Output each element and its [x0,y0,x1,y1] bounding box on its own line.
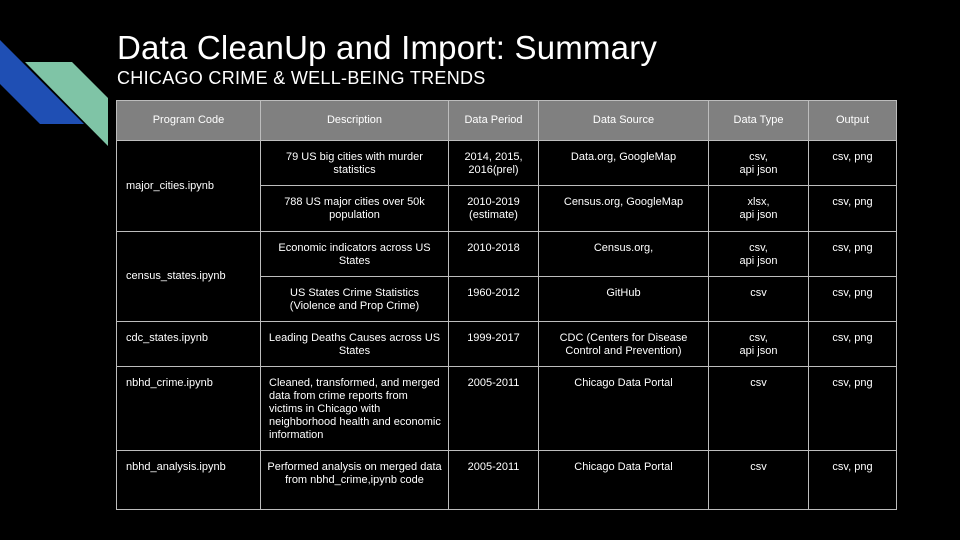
type-cell: xlsx, api json [708,185,809,232]
table-row: nbhd_analysis.ipynb Performed analysis o… [116,450,897,510]
output-cell: csv, png [808,276,897,322]
header-data-source: Data Source [538,100,709,141]
program-code-cell: nbhd_analysis.ipynb [116,450,261,510]
source-cell: Census.org, GoogleMap [538,185,709,232]
period-cell: 2010-2019 (estimate) [448,185,539,232]
program-code-cell: census_states.ipynb [116,231,261,322]
period-cell: 1999-2017 [448,321,539,367]
description-cell: 788 US major cities over 50k population [260,185,449,232]
table-row: nbhd_crime.ipynb Cleaned, transformed, a… [116,366,897,451]
description-cell: Cleaned, transformed, and merged data fr… [260,366,449,451]
header-data-period: Data Period [448,100,539,141]
blue-stripe [0,40,84,124]
table-header-row: Program Code Description Data Period Dat… [116,100,897,141]
program-code-cell: major_cities.ipynb [116,140,261,232]
header-description: Description [260,100,449,141]
period-cell: 2005-2011 [448,366,539,451]
green-stripe [25,62,108,146]
header-output: Output [808,100,897,141]
table-row: major_cities.ipynb 79 US big cities with… [116,140,897,232]
output-cell: csv, png [808,231,897,277]
output-cell: csv, png [808,366,897,451]
source-cell: GitHub [538,276,709,322]
header-data-type: Data Type [708,100,809,141]
source-cell: Census.org, [538,231,709,277]
table-row: US States Crime Statistics (Violence and… [117,276,897,322]
output-cell: csv, png [808,450,897,510]
type-cell: csv, api json [708,321,809,367]
description-cell: Economic indicators across US States [260,231,449,277]
table-row: census_states.ipynb Economic indicators … [116,231,897,322]
source-cell: Chicago Data Portal [538,366,709,451]
description-cell: Performed analysis on merged data from n… [260,450,449,510]
type-cell: csv, api json [708,140,809,186]
type-cell: csv, api json [708,231,809,277]
output-cell: csv, png [808,321,897,367]
slide-title: Data CleanUp and Import: Summary [117,29,658,66]
source-cell: Chicago Data Portal [538,450,709,510]
period-cell: 2010-2018 [448,231,539,277]
period-cell: 1960-2012 [448,276,539,322]
type-cell: csv [708,276,809,322]
output-cell: csv, png [808,140,897,186]
table-row: 788 US major cities over 50k population … [117,185,897,232]
description-cell: 79 US big cities with murder statistics [260,140,449,186]
source-cell: CDC (Centers for Disease Control and Pre… [538,321,709,367]
type-cell: csv [708,366,809,451]
slide-subtitle: CHICAGO CRIME & WELL-BEING TRENDS [117,68,486,88]
header-program-code: Program Code [116,100,261,141]
output-cell: csv, png [808,185,897,232]
period-cell: 2014, 2015, 2016(prel) [448,140,539,186]
source-cell: Data.org, GoogleMap [538,140,709,186]
program-code-cell: nbhd_crime.ipynb [116,366,261,451]
table-row: cdc_states.ipynb Leading Deaths Causes a… [116,321,897,367]
period-cell: 2005-2011 [448,450,539,510]
program-code-cell: cdc_states.ipynb [116,321,261,367]
description-cell: Leading Deaths Causes across US States [260,321,449,367]
decorative-stripes [0,40,108,146]
summary-table: Program Code Description Data Period Dat… [116,100,897,510]
type-cell: csv [708,450,809,510]
description-cell: US States Crime Statistics (Violence and… [260,276,449,322]
